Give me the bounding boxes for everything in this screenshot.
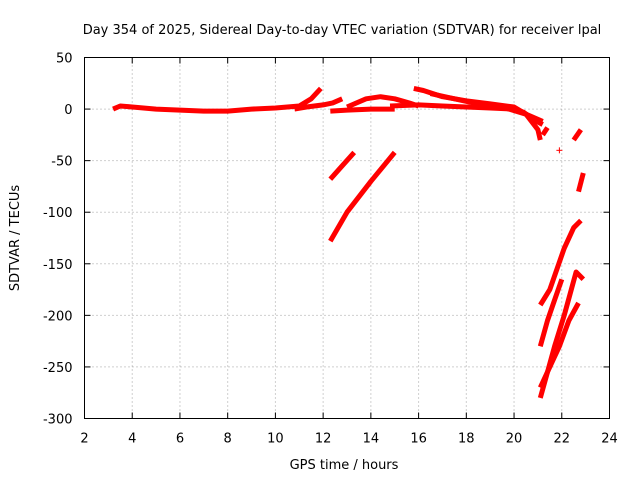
- data-series-group: [112, 85, 586, 399]
- x-tick-label: 16: [410, 432, 427, 447]
- series-arc-8: [328, 150, 357, 181]
- plot-frame: [84, 57, 610, 419]
- x-tick-label: 22: [553, 432, 570, 447]
- x-tick-label: 2: [80, 432, 88, 447]
- y-tick-label: 0: [64, 103, 72, 118]
- series-arc-3: [330, 106, 395, 114]
- y-tick-label: -300: [43, 413, 73, 428]
- y-axis-label: SDTVAR / TECUs: [8, 185, 23, 292]
- x-tick-label: 8: [224, 432, 232, 447]
- y-axis-ticks: -300 -250 -200 -150 -100 -50 0 50: [43, 52, 610, 428]
- series-arc-15: [537, 278, 565, 347]
- series-arc-12: [556, 147, 563, 154]
- series-arc-7: [429, 91, 544, 124]
- y-tick-label: -150: [43, 258, 73, 273]
- series-arc-9: [328, 150, 397, 243]
- grid-lines: [84, 57, 610, 419]
- series-arc-13: [576, 172, 586, 193]
- series-arc-17: [538, 301, 581, 389]
- series-arc-14: [538, 218, 583, 307]
- x-tick-label: 12: [315, 432, 332, 447]
- x-tick-label: 6: [176, 432, 184, 447]
- x-tick-label: 10: [267, 432, 284, 447]
- series-arc-1: [112, 86, 323, 114]
- x-axis-label: GPS time / hours: [290, 458, 399, 473]
- y-tick-label: -50: [51, 155, 72, 170]
- series-arc-2: [294, 96, 344, 112]
- x-tick-label: 20: [506, 432, 523, 447]
- x-tick-label: 24: [601, 432, 618, 447]
- x-tick-label: 4: [128, 432, 136, 447]
- y-tick-label: -200: [43, 309, 73, 324]
- series-arc-11: [571, 128, 583, 142]
- x-tick-label: 18: [458, 432, 475, 447]
- x-axis-ticks: 2 4 6 8 10 12 14 16 18 20 22 24: [80, 57, 618, 447]
- chart-title: Day 354 of 2025, Sidereal Day-to-day VTE…: [83, 23, 602, 38]
- y-tick-label: -250: [43, 361, 73, 376]
- y-tick-label: 50: [56, 52, 73, 67]
- series-arc-10: [540, 126, 550, 137]
- y-tick-label: -100: [43, 206, 73, 221]
- x-tick-label: 14: [363, 432, 380, 447]
